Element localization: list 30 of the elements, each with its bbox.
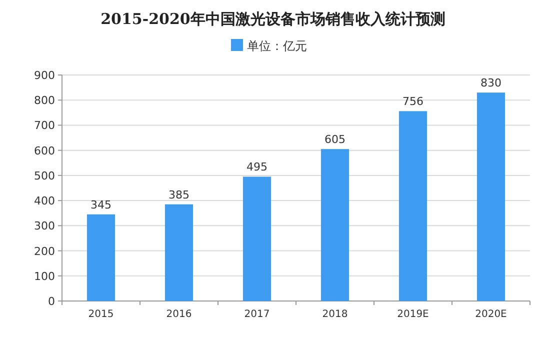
y-tick-label: 900 <box>34 69 55 82</box>
data-label: 385 <box>168 188 190 202</box>
x-tick-label: 2020E <box>475 309 507 320</box>
y-tick-label: 200 <box>34 244 55 258</box>
bar <box>476 92 506 301</box>
chart-title: 2015-2020年中国激光设备市场销售收入统计预测 <box>100 10 446 28</box>
y-tick-label: 100 <box>34 270 55 283</box>
data-label: 756 <box>402 95 424 108</box>
y-tick-label: 500 <box>34 169 55 182</box>
x-tick-label: 2019E <box>397 309 429 320</box>
y-tick-label: 700 <box>34 119 55 132</box>
x-tick-label: 2017 <box>244 309 270 320</box>
bar <box>320 149 350 301</box>
bar <box>86 214 116 301</box>
data-label: 830 <box>480 76 502 90</box>
y-tick-label: 300 <box>34 220 55 233</box>
y-tick-label: 400 <box>34 194 55 208</box>
y-tick-label: 600 <box>34 144 55 158</box>
data-label: 495 <box>246 160 268 174</box>
x-tick-label: 2018 <box>322 309 348 320</box>
x-tick-label: 2015 <box>88 309 114 320</box>
legend-label: 单位：亿元 <box>247 39 307 53</box>
data-label: 345 <box>90 198 112 212</box>
y-tick-label: 0 <box>48 295 55 308</box>
data-label: 605 <box>324 133 346 146</box>
y-tick-label: 800 <box>34 94 55 108</box>
bar <box>164 204 194 301</box>
bar <box>242 176 272 301</box>
bar <box>398 111 428 301</box>
x-tick-label: 2016 <box>166 309 192 320</box>
